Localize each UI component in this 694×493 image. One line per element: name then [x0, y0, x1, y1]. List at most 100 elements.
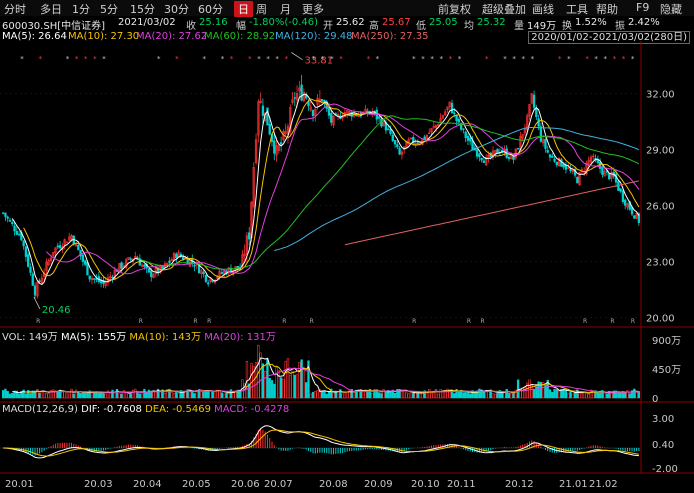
candle-body [567, 167, 570, 169]
volume-bar [462, 392, 465, 399]
candle-body [407, 139, 410, 145]
candle-body [535, 108, 538, 118]
volume-bar [27, 390, 30, 399]
volume-bar [380, 393, 383, 399]
volume-bar [111, 389, 114, 399]
candle-body [355, 114, 358, 116]
volume-ma20: MA(20): 131万 [204, 332, 276, 343]
candle-body [4, 212, 7, 217]
volume-bar [384, 391, 388, 399]
volume-bar [261, 363, 265, 399]
volume-bar [109, 392, 112, 399]
candle-body [341, 116, 344, 119]
low-value: 25.05 [429, 17, 458, 28]
candle-body [603, 171, 606, 177]
volume-bar [113, 392, 116, 399]
period-tab-7[interactable]: 日 [234, 1, 253, 17]
volume-bar [284, 360, 287, 399]
min-price-label: 20.46 [42, 305, 71, 316]
volume-bar [510, 393, 513, 399]
ma60-line [137, 115, 640, 270]
volume-bar [179, 390, 183, 399]
volume-bar [175, 391, 178, 399]
volume-bar [38, 392, 41, 399]
volume-ma5-line [12, 357, 639, 394]
period-tab-9[interactable]: 月 [280, 3, 291, 16]
volume-bar [596, 392, 600, 399]
tool-button-1[interactable]: 超级叠加 [482, 3, 526, 16]
candle-body [200, 270, 203, 274]
candle-body [291, 99, 294, 103]
volume-bar [585, 393, 588, 399]
candle-body [400, 151, 404, 155]
volume-bar [4, 388, 7, 399]
close-label: 收 [186, 21, 196, 32]
vol-value: 149万 [527, 21, 557, 32]
event-star-marker: * [376, 55, 380, 63]
volume-bar [505, 388, 508, 399]
period-tab-1[interactable]: 多日 [40, 3, 62, 16]
event-r-marker: R [610, 318, 614, 325]
candle-body [298, 87, 301, 92]
ma5-legend: MA(5): 26.64 [2, 31, 67, 42]
volume-bar [33, 390, 37, 399]
stock-code[interactable]: 600030.SH[中信证券] [2, 21, 106, 32]
period-tab-4[interactable]: 15分 [130, 3, 155, 16]
volume-bar [225, 392, 228, 399]
volume-bar [377, 392, 381, 399]
volume-bar [90, 392, 94, 399]
candle-body [598, 161, 602, 169]
candle-body [457, 118, 461, 123]
candle-body [54, 247, 57, 253]
volume-bar [469, 393, 472, 399]
volume-bar [6, 391, 9, 399]
macd-tick: 0.40 [652, 440, 674, 451]
period-tab-8[interactable]: 周 [256, 3, 267, 16]
price-tick: 23.00 [646, 258, 675, 269]
volume-bar [580, 392, 584, 399]
price-tick: 20.00 [646, 314, 675, 325]
volume-bar [195, 390, 198, 399]
tool-button-5[interactable]: F9 [636, 1, 650, 14]
candle-body [202, 272, 205, 275]
tool-button-3[interactable]: 工具 [566, 3, 588, 16]
period-tab-10[interactable]: 更多 [302, 3, 324, 16]
volume-bar [444, 389, 447, 399]
tool-button-2[interactable]: 画线 [532, 3, 554, 16]
period-tab-0[interactable]: 分时 [4, 3, 26, 16]
period-tab-5[interactable]: 30分 [164, 3, 189, 16]
ma10-line [23, 98, 640, 281]
volume-bar [544, 385, 547, 399]
tool-button-0[interactable]: 前复权 [438, 3, 471, 16]
volume-bar [97, 392, 101, 399]
volume-bar [626, 390, 629, 399]
candle-body [125, 259, 128, 268]
macd-tick: 3.00 [652, 414, 674, 425]
volume-bar [409, 391, 413, 399]
volume-bar [248, 383, 251, 399]
volume-bar [250, 362, 253, 399]
candle-body [302, 91, 306, 102]
x-axis-tick: 21.01 [559, 479, 588, 490]
volume-legend: VOL: 149万 MA(5): 155万 MA(10): 143万 MA(20… [2, 328, 276, 343]
tool-button-4[interactable]: 帮助 [596, 3, 618, 16]
candle-body [252, 167, 255, 207]
date-range-button[interactable]: 2020/01/02-2021/03/02(280日) [528, 31, 690, 44]
close-value: 25.16 [199, 17, 228, 28]
period-tab-6[interactable]: 60分 [198, 3, 223, 16]
candle-body [248, 232, 251, 240]
tool-button-6[interactable]: 隐藏 [660, 3, 682, 16]
ma250-line [344, 180, 640, 246]
volume-bar [357, 389, 360, 399]
period-tab-2[interactable]: 1分 [72, 3, 90, 16]
candle-body [608, 173, 611, 180]
volume-bar [325, 393, 328, 399]
candle-body [439, 118, 442, 123]
event-star-marker: * [503, 55, 507, 63]
candle-body [494, 150, 497, 154]
volume-bar [29, 393, 32, 399]
period-tab-3[interactable]: 5分 [100, 3, 118, 16]
volume-bar [163, 392, 167, 399]
candle-body [95, 278, 98, 280]
